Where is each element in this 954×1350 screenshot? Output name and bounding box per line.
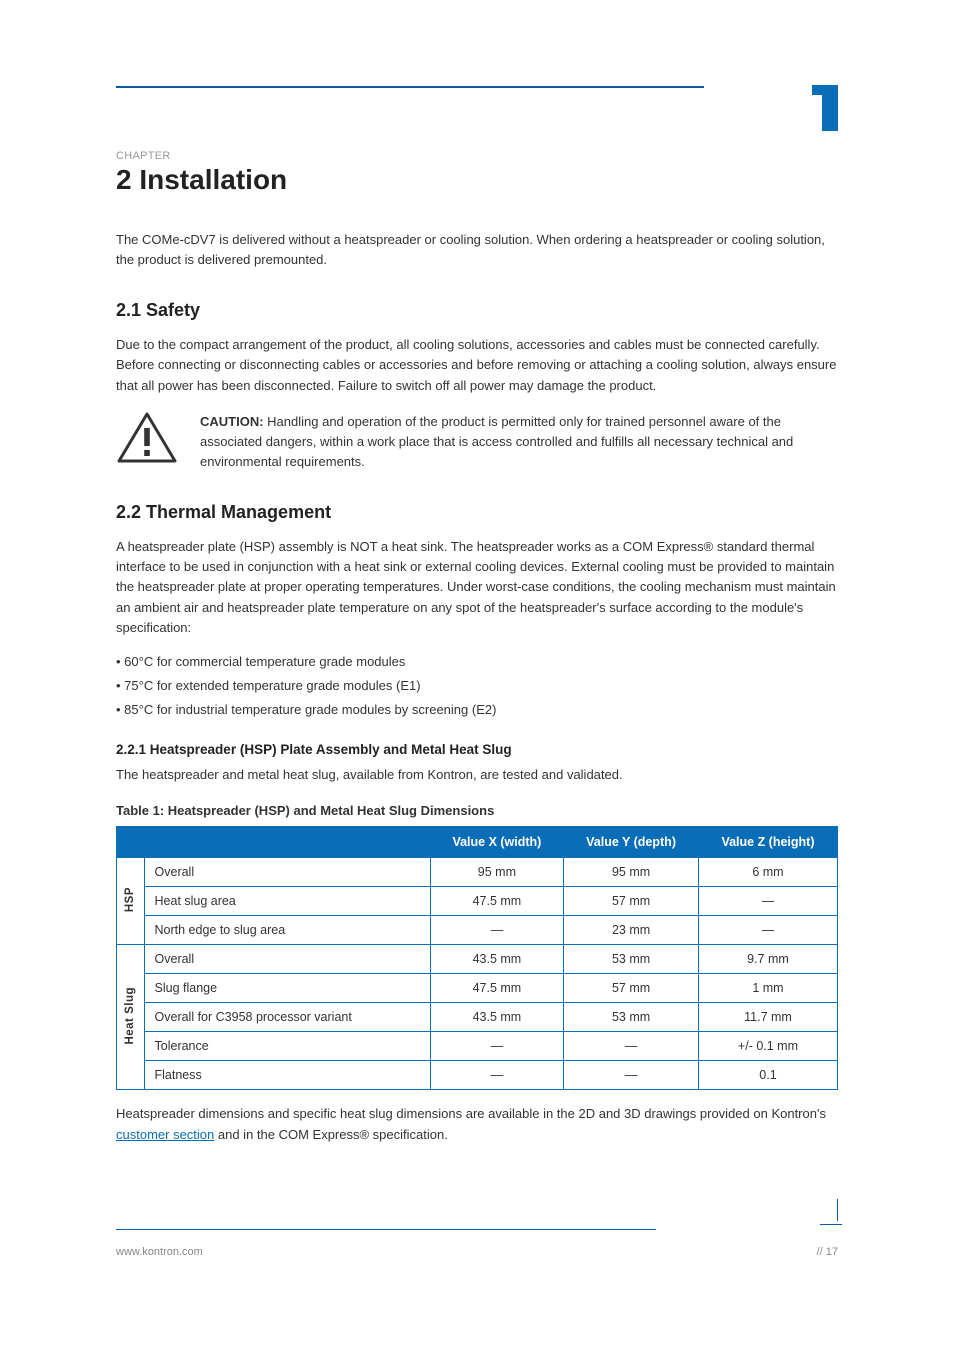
cell-value: 47.5 mm <box>430 974 564 1003</box>
section-safety-heading: 2.1 Safety <box>116 300 838 321</box>
brand-logo <box>798 85 838 131</box>
cell-name: Heat slug area <box>144 887 430 916</box>
cell-value: — <box>564 1032 699 1061</box>
table-row: Tolerance——+/- 0.1 mm <box>117 1032 838 1061</box>
cell-name: North edge to slug area <box>144 916 430 945</box>
caution-label: CAUTION: <box>200 414 264 429</box>
hsp-paragraph: The heatspreader and metal heat slug, av… <box>116 765 838 785</box>
table-title: Table 1: Heatspreader (HSP) and Metal He… <box>116 803 838 818</box>
dimensions-table: Value X (width) Value Y (depth) Value Z … <box>116 826 838 1090</box>
table-row: HSPOverall95 mm95 mm6 mm <box>117 858 838 887</box>
cell-value: 53 mm <box>564 945 699 974</box>
thermal-paragraph: A heatspreader plate (HSP) assembly is N… <box>116 537 838 638</box>
cell-value: — <box>430 1061 564 1090</box>
caution-block: CAUTION: Handling and operation of the p… <box>116 410 838 472</box>
cell-name: Overall <box>144 945 430 974</box>
cell-name: Flatness <box>144 1061 430 1090</box>
cell-value: +/- 0.1 mm <box>698 1032 837 1061</box>
th-y: Value Y (depth) <box>564 827 699 858</box>
cell-value: — <box>430 916 564 945</box>
chapter-label: CHAPTER <box>116 150 838 162</box>
cell-name: Overall <box>144 858 430 887</box>
hsp-footnote: Heatspreader dimensions and specific hea… <box>116 1104 838 1144</box>
cell-value: 95 mm <box>564 858 699 887</box>
bottom-rule <box>116 1229 656 1231</box>
cell-value: — <box>430 1032 564 1061</box>
th-z: Value Z (height) <box>698 827 837 858</box>
safety-paragraph: Due to the compact arrangement of the pr… <box>116 335 838 395</box>
cell-value: 43.5 mm <box>430 1003 564 1032</box>
customer-section-link[interactable]: customer section <box>116 1127 214 1142</box>
intro-paragraph: The COMe-cDV7 is delivered without a hea… <box>116 230 838 270</box>
cell-value: 11.7 mm <box>698 1003 837 1032</box>
chapter-title: 2 Installation <box>116 164 838 196</box>
cell-value: 23 mm <box>564 916 699 945</box>
table-row: Heat slug area47.5 mm57 mm— <box>117 887 838 916</box>
footnote-part2: and in the COM Express® specification. <box>214 1127 448 1142</box>
cell-value: 43.5 mm <box>430 945 564 974</box>
cell-value: 95 mm <box>430 858 564 887</box>
bullet-3: • 85°C for industrial temperature grade … <box>116 700 838 720</box>
row-group-label: HSP <box>117 858 145 945</box>
section-hsp-heading: 2.2.1 Heatspreader (HSP) Plate Assembly … <box>116 742 838 757</box>
page-footer: www.kontron.com // 17 <box>116 1246 838 1258</box>
crop-mark-icon <box>810 1203 838 1231</box>
cell-value: — <box>564 1061 699 1090</box>
footer-url: www.kontron.com <box>116 1246 203 1258</box>
th-x: Value X (width) <box>430 827 564 858</box>
table-row: Overall for C3958 processor variant43.5 … <box>117 1003 838 1032</box>
cell-value: 1 mm <box>698 974 837 1003</box>
cell-value: 9.7 mm <box>698 945 837 974</box>
table-header-row: Value X (width) Value Y (depth) Value Z … <box>117 827 838 858</box>
section-thermal-heading: 2.2 Thermal Management <box>116 502 838 523</box>
table-row: Heat SlugOverall43.5 mm53 mm9.7 mm <box>117 945 838 974</box>
top-rule <box>116 86 704 88</box>
cell-value: 53 mm <box>564 1003 699 1032</box>
cell-name: Overall for C3958 processor variant <box>144 1003 430 1032</box>
table-row: Flatness——0.1 <box>117 1061 838 1090</box>
table-row: North edge to slug area—23 mm— <box>117 916 838 945</box>
cell-value: 57 mm <box>564 974 699 1003</box>
th-blank <box>117 827 431 858</box>
cell-value: 0.1 <box>698 1061 837 1090</box>
cell-value: — <box>698 887 837 916</box>
caution-icon <box>116 410 178 466</box>
row-group-label: Heat Slug <box>117 945 145 1090</box>
table-row: Slug flange47.5 mm57 mm1 mm <box>117 974 838 1003</box>
bullet-1: • 60°C for commercial temperature grade … <box>116 652 838 672</box>
cell-value: — <box>698 916 837 945</box>
caution-body: Handling and operation of the product is… <box>200 414 793 469</box>
caution-text: CAUTION: Handling and operation of the p… <box>200 410 838 472</box>
cell-name: Tolerance <box>144 1032 430 1061</box>
footnote-part1: Heatspreader dimensions and specific hea… <box>116 1106 826 1121</box>
page: CHAPTER 2 Installation The COMe-cDV7 is … <box>0 0 954 1350</box>
cell-value: 6 mm <box>698 858 837 887</box>
cell-value: 47.5 mm <box>430 887 564 916</box>
cell-name: Slug flange <box>144 974 430 1003</box>
footer-pagenum: // 17 <box>817 1246 838 1258</box>
cell-value: 57 mm <box>564 887 699 916</box>
bullet-2: • 75°C for extended temperature grade mo… <box>116 676 838 696</box>
